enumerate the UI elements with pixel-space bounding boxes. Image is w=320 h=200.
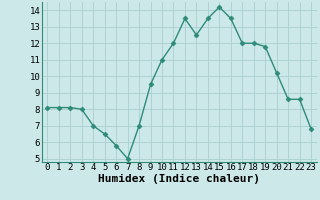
X-axis label: Humidex (Indice chaleur): Humidex (Indice chaleur) — [98, 174, 260, 184]
